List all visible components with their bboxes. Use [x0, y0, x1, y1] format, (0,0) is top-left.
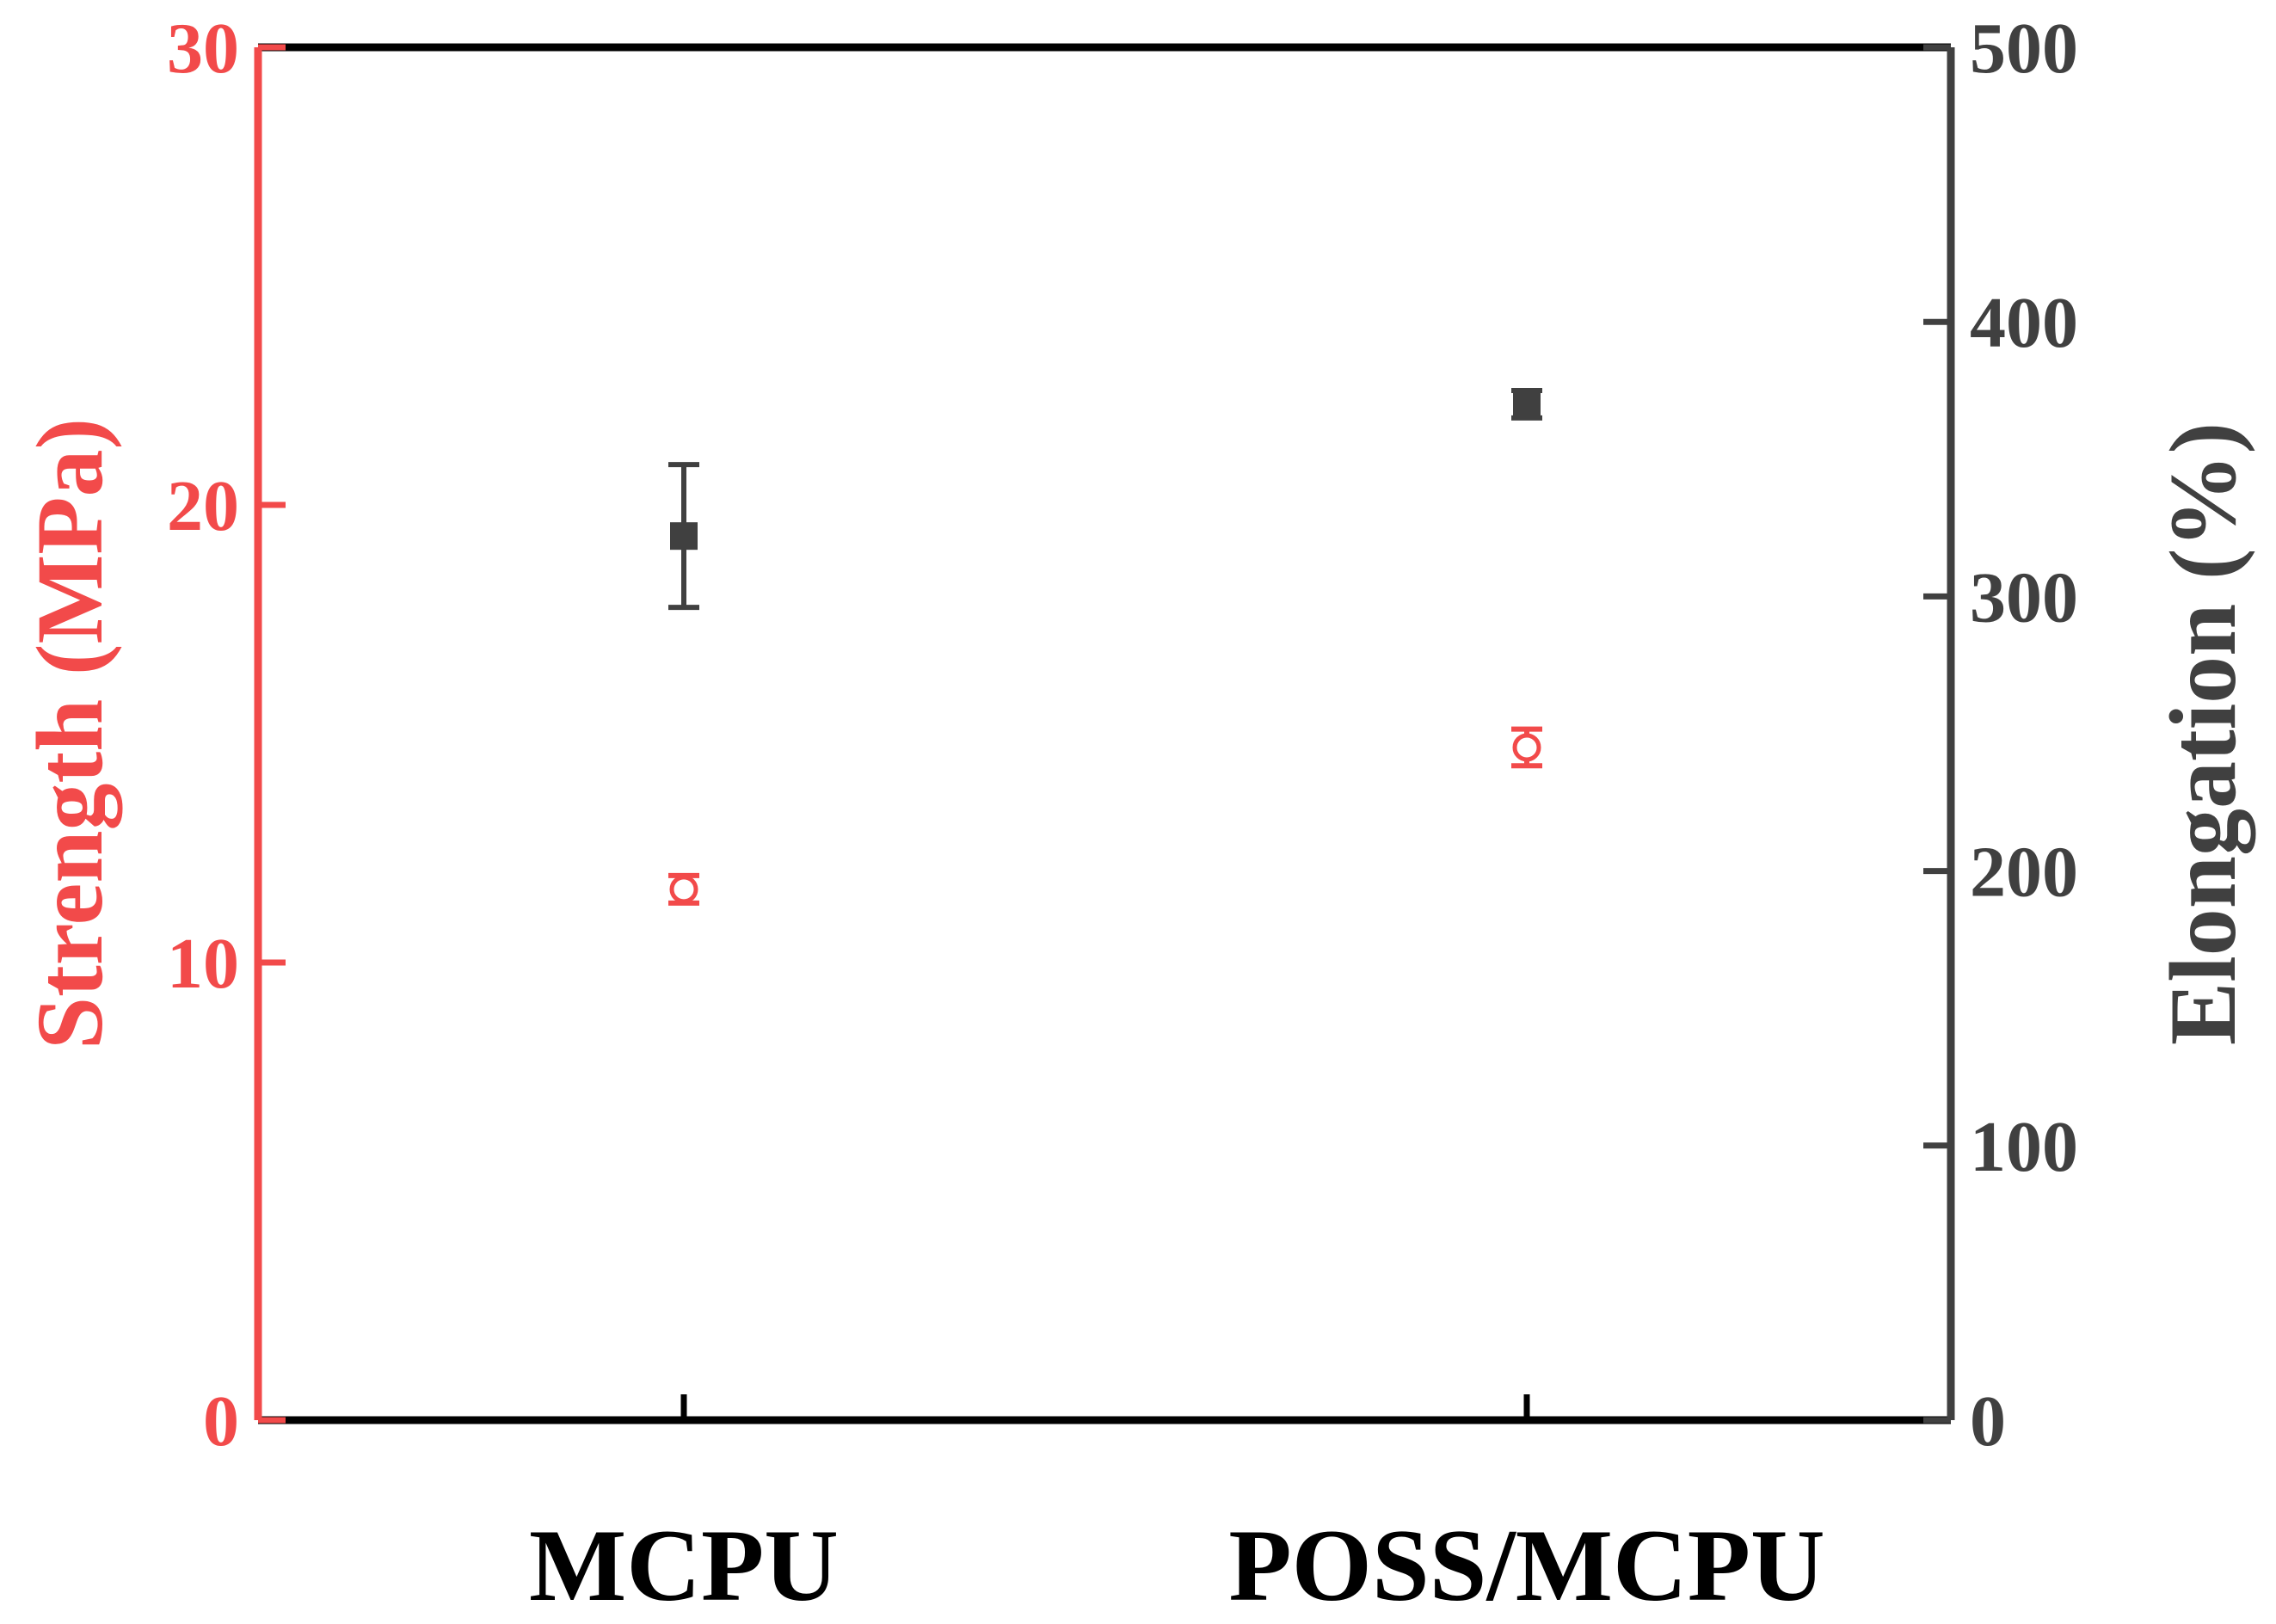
left-axis-ticks: 0 10 20 30 [167, 9, 286, 1461]
data-points [668, 388, 1542, 906]
right-tick-label-3: 300 [1970, 557, 2078, 637]
category-label-mcpu: MCPU [529, 1508, 839, 1622]
left-tick-label-2: 20 [167, 466, 239, 546]
left-axis-title: Strength (MPa) [17, 418, 122, 1049]
marker-circle-1 [1512, 733, 1541, 762]
right-tick-label-5: 500 [1970, 9, 2078, 89]
marker-square-1 [1513, 390, 1541, 418]
right-tick-label-4: 400 [1970, 283, 2078, 363]
left-tick-label-0: 0 [203, 1381, 239, 1461]
point-left-0 [668, 872, 699, 906]
x-axis-ticks [680, 1394, 1530, 1420]
left-tick-label-3: 30 [167, 9, 239, 89]
right-tick-label-0: 0 [1970, 1381, 2006, 1461]
marker-square-0 [670, 522, 698, 551]
point-right-0 [668, 462, 699, 611]
point-left-1 [1511, 726, 1542, 769]
right-tick-label-2: 200 [1970, 833, 2078, 913]
left-tick-label-1: 10 [167, 924, 239, 1004]
right-axis-ticks: 0 100 200 300 400 500 [1923, 9, 2078, 1461]
category-label-poss-mcpu: POSS/MCPU [1228, 1508, 1824, 1622]
marker-circle-0 [669, 875, 698, 904]
right-tick-label-1: 100 [1970, 1107, 2078, 1187]
right-axis-title: Elongation (%) [2150, 422, 2255, 1045]
point-right-1 [1511, 388, 1542, 421]
